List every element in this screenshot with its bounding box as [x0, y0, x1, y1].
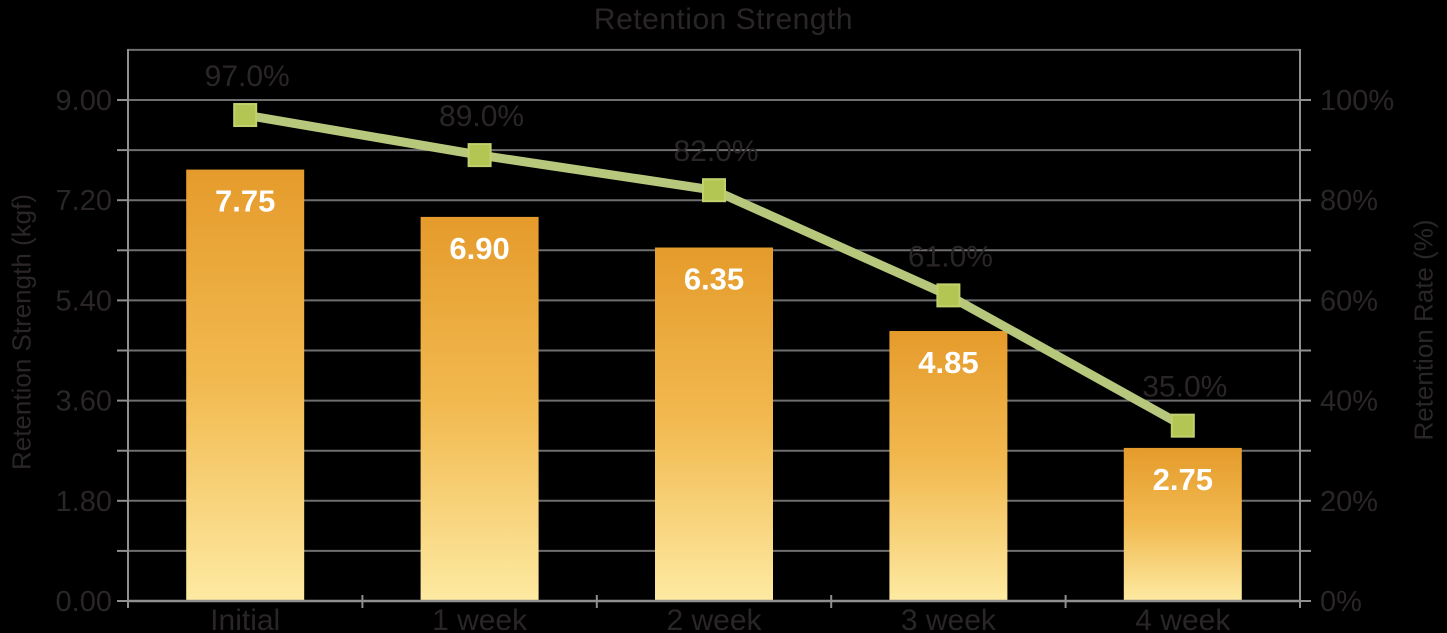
x-category-label: 2 week — [666, 604, 762, 633]
line-value-label: 61.0% — [908, 240, 993, 273]
bar — [186, 169, 305, 602]
right-tick-label: 80% — [1320, 185, 1378, 217]
bar-value-label: 6.35 — [684, 262, 744, 297]
left-tick-label: 0.00 — [56, 586, 112, 618]
left-tick-label: 7.20 — [56, 185, 112, 217]
chart-title: Retention Strength — [593, 3, 854, 36]
line-marker — [233, 103, 258, 128]
right-tick-label: 0% — [1320, 586, 1362, 618]
left-tick-label: 1.80 — [56, 486, 112, 518]
x-category-label: 1 week — [432, 604, 528, 633]
line-value-label: 82.0% — [673, 135, 758, 168]
left-tick-label: 5.40 — [56, 285, 112, 317]
left-tick-label: 9.00 — [56, 85, 112, 117]
right-tick-label: 100% — [1320, 85, 1394, 117]
bar-value-label: 2.75 — [1153, 462, 1213, 497]
right-tick-label: 20% — [1320, 486, 1378, 518]
left-tick-label: 3.60 — [56, 386, 112, 418]
bar-value-label: 6.90 — [449, 231, 509, 266]
line-value-label: 97.0% — [205, 60, 290, 93]
right-tick-label: 60% — [1320, 285, 1378, 317]
line-value-label: 35.0% — [1142, 371, 1227, 404]
bar — [889, 331, 1008, 601]
line-marker — [936, 283, 961, 308]
x-category-label: Initial — [210, 604, 280, 633]
line-marker — [702, 178, 726, 203]
bar-value-label: 7.75 — [215, 184, 275, 219]
right-tick-label: 40% — [1320, 386, 1378, 418]
line-marker — [1170, 413, 1195, 438]
x-category-label: 3 week — [901, 604, 997, 633]
line-marker — [467, 143, 492, 168]
bar-value-label: 4.85 — [918, 345, 978, 380]
line-value-label: 89.0% — [439, 100, 524, 133]
x-category-label: 4 week — [1135, 604, 1231, 633]
bar — [1123, 447, 1242, 601]
bar — [655, 247, 773, 601]
bar — [420, 216, 539, 601]
